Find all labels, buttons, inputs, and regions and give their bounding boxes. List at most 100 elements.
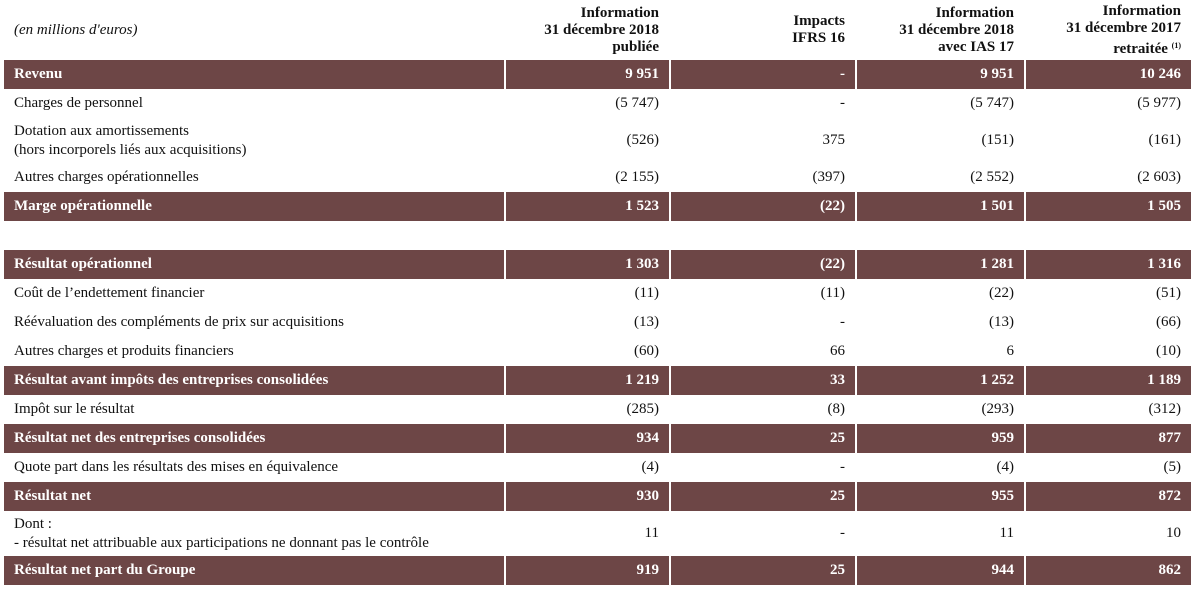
footnote-marker: (1) <box>1171 40 1181 50</box>
row-label: Charges de personnel <box>4 89 504 118</box>
column-header: Information 31 décembre 2018 avec IAS 17 <box>855 0 1024 60</box>
cell-value: (11) <box>820 285 845 301</box>
row-label: Marge opérationnelle <box>4 192 504 221</box>
row-label: Autres charges et produits financiers <box>4 337 504 366</box>
column-header-line: Information <box>935 4 1014 21</box>
table-row: Réévaluation des compléments de prix sur… <box>4 308 1191 337</box>
cell-value: (2 603) <box>1137 169 1181 185</box>
cell-value: 877 <box>1024 424 1191 453</box>
cell-value: (5 747) <box>970 95 1014 111</box>
column-header-line: IFRS 16 <box>792 30 845 46</box>
table-row: Charges de personnel (5 747) - (5 747) (5 97… <box>4 89 1191 118</box>
cell-value: - <box>669 60 855 89</box>
cell-value: 9 951 <box>855 60 1024 89</box>
table-row: Autres charges opérationnelles (2 155) (39… <box>4 163 1191 192</box>
cell-value: 1 501 <box>855 192 1024 221</box>
column-header: Information 31 décembre 2018 publiée <box>504 0 669 60</box>
cell-value: (13) <box>634 314 659 330</box>
cell-value: 25 <box>669 556 855 585</box>
cell-value: 959 <box>855 424 1024 453</box>
column-header-line: 31 décembre 2018 <box>899 21 1014 38</box>
cell-value: (22) <box>669 192 855 221</box>
cell-value: 66 <box>830 343 845 359</box>
row-label: Résultat net <box>4 482 504 511</box>
cell-value: (10) <box>1156 343 1181 359</box>
row-label-line: Autres charges opérationnelles <box>14 169 199 185</box>
table-row-highlight: Marge opérationnelle 1 523 (22) 1 501 1 505 <box>4 192 1191 221</box>
cell-value: (8) <box>827 401 846 417</box>
cell-value: - <box>840 525 845 541</box>
units-label: (en millions d'euros) <box>14 21 138 38</box>
cell-value: (151) <box>981 132 1015 148</box>
cell-value: (4) <box>996 459 1015 475</box>
cell-value: (4) <box>641 459 660 475</box>
cell-value: 872 <box>1024 482 1191 511</box>
cell-value <box>1024 221 1191 250</box>
row-label: Résultat opérationnel <box>4 250 504 279</box>
row-label-line: (hors incorporels liés aux acquisitions) <box>14 141 247 158</box>
cell-value: 955 <box>855 482 1024 511</box>
row-label: Impôt sur le résultat <box>4 395 504 424</box>
table-row: Dont : - résultat net attribuable aux par… <box>4 511 1191 556</box>
cell-value: (161) <box>1148 132 1182 148</box>
cell-value: (397) <box>812 169 846 185</box>
table-body: Revenu 9 951-9 951 10 246 Charges de person… <box>4 60 1191 585</box>
cell-value: 9 951 <box>504 60 669 89</box>
column-header-line: 31 décembre 2018 <box>544 21 659 38</box>
cell-value: 11 <box>644 525 659 541</box>
cell-value: (5) <box>1163 459 1182 475</box>
header-row: (en millions d'euros) Information 31 déc… <box>4 0 1191 60</box>
column-header-line: retraitée (1) <box>1034 37 1181 58</box>
row-label-line: Revenu <box>14 66 63 82</box>
cell-value: 930 <box>504 482 669 511</box>
cell-value <box>669 221 855 250</box>
row-label: Réévaluation des compléments de prix sur… <box>4 308 504 337</box>
row-label: Coût de l’endettement financier <box>4 279 504 308</box>
row-label-line: Marge opérationnelle <box>14 198 152 214</box>
row-label-line: Résultat net <box>14 488 92 504</box>
cell-value: 10 246 <box>1024 60 1191 89</box>
table-row-spacer <box>4 221 1191 250</box>
row-label-line: Autres charges et produits financiers <box>14 343 234 359</box>
cell-value: 934 <box>504 424 669 453</box>
cell-value: 1 316 <box>1024 250 1191 279</box>
cell-value: (2 155) <box>615 169 659 185</box>
cell-value: 6 <box>1006 343 1015 359</box>
row-label-line: Coût de l’endettement financier <box>14 285 205 301</box>
cell-value: (285) <box>626 401 660 417</box>
row-label-line: Quote part dans les résultats des mises … <box>14 459 339 475</box>
table-row: Coût de l’endettement financier (11) (11) (… <box>4 279 1191 308</box>
cell-value: - <box>840 459 845 475</box>
cell-value: 1 281 <box>855 250 1024 279</box>
cell-value: (5 977) <box>1137 95 1181 111</box>
row-label-line: Charges de personnel <box>14 95 143 111</box>
cell-value: 1 523 <box>504 192 669 221</box>
cell-value: (51) <box>1156 285 1181 301</box>
row-label <box>4 221 504 250</box>
row-label-line: Résultat opérationnel <box>14 256 152 272</box>
table-row-highlight: Revenu 9 951-9 951 10 246 <box>4 60 1191 89</box>
cell-value: (5 747) <box>615 95 659 111</box>
row-label-line: Résultat net part du Groupe <box>14 562 196 578</box>
row-label: Autres charges opérationnelles <box>4 163 504 192</box>
table-row-highlight: Résultat opérationnel 1 303 (22) 1 281 1 316 <box>4 250 1191 279</box>
column-header-line: Impacts <box>793 13 845 29</box>
cell-value: 11 <box>999 525 1014 541</box>
cell-value: 1 189 <box>1024 366 1191 395</box>
cell-value: 375 <box>822 132 846 148</box>
cell-value: 1 505 <box>1024 192 1191 221</box>
cell-value: (526) <box>626 132 660 148</box>
table-header: (en millions d'euros) Information 31 déc… <box>4 0 1191 60</box>
cell-value: (293) <box>981 401 1015 417</box>
column-header-line: retraitée <box>1113 40 1168 57</box>
table-row-highlight: Résultat net des entreprises consolidées… <box>4 424 1191 453</box>
cell-value: 25 <box>669 424 855 453</box>
cell-value: (66) <box>1156 314 1181 330</box>
row-label: Résultat net part du Groupe <box>4 556 504 585</box>
row-label: Dotation aux amortissements (hors incorpo… <box>4 118 504 163</box>
cell-value: (22) <box>669 250 855 279</box>
row-label-line: - résultat net attribuable aux participa… <box>14 534 429 551</box>
table-row: Autres charges et produits financiers (60… <box>4 337 1191 366</box>
cell-value: 33 <box>669 366 855 395</box>
cell-value: (60) <box>634 343 659 359</box>
